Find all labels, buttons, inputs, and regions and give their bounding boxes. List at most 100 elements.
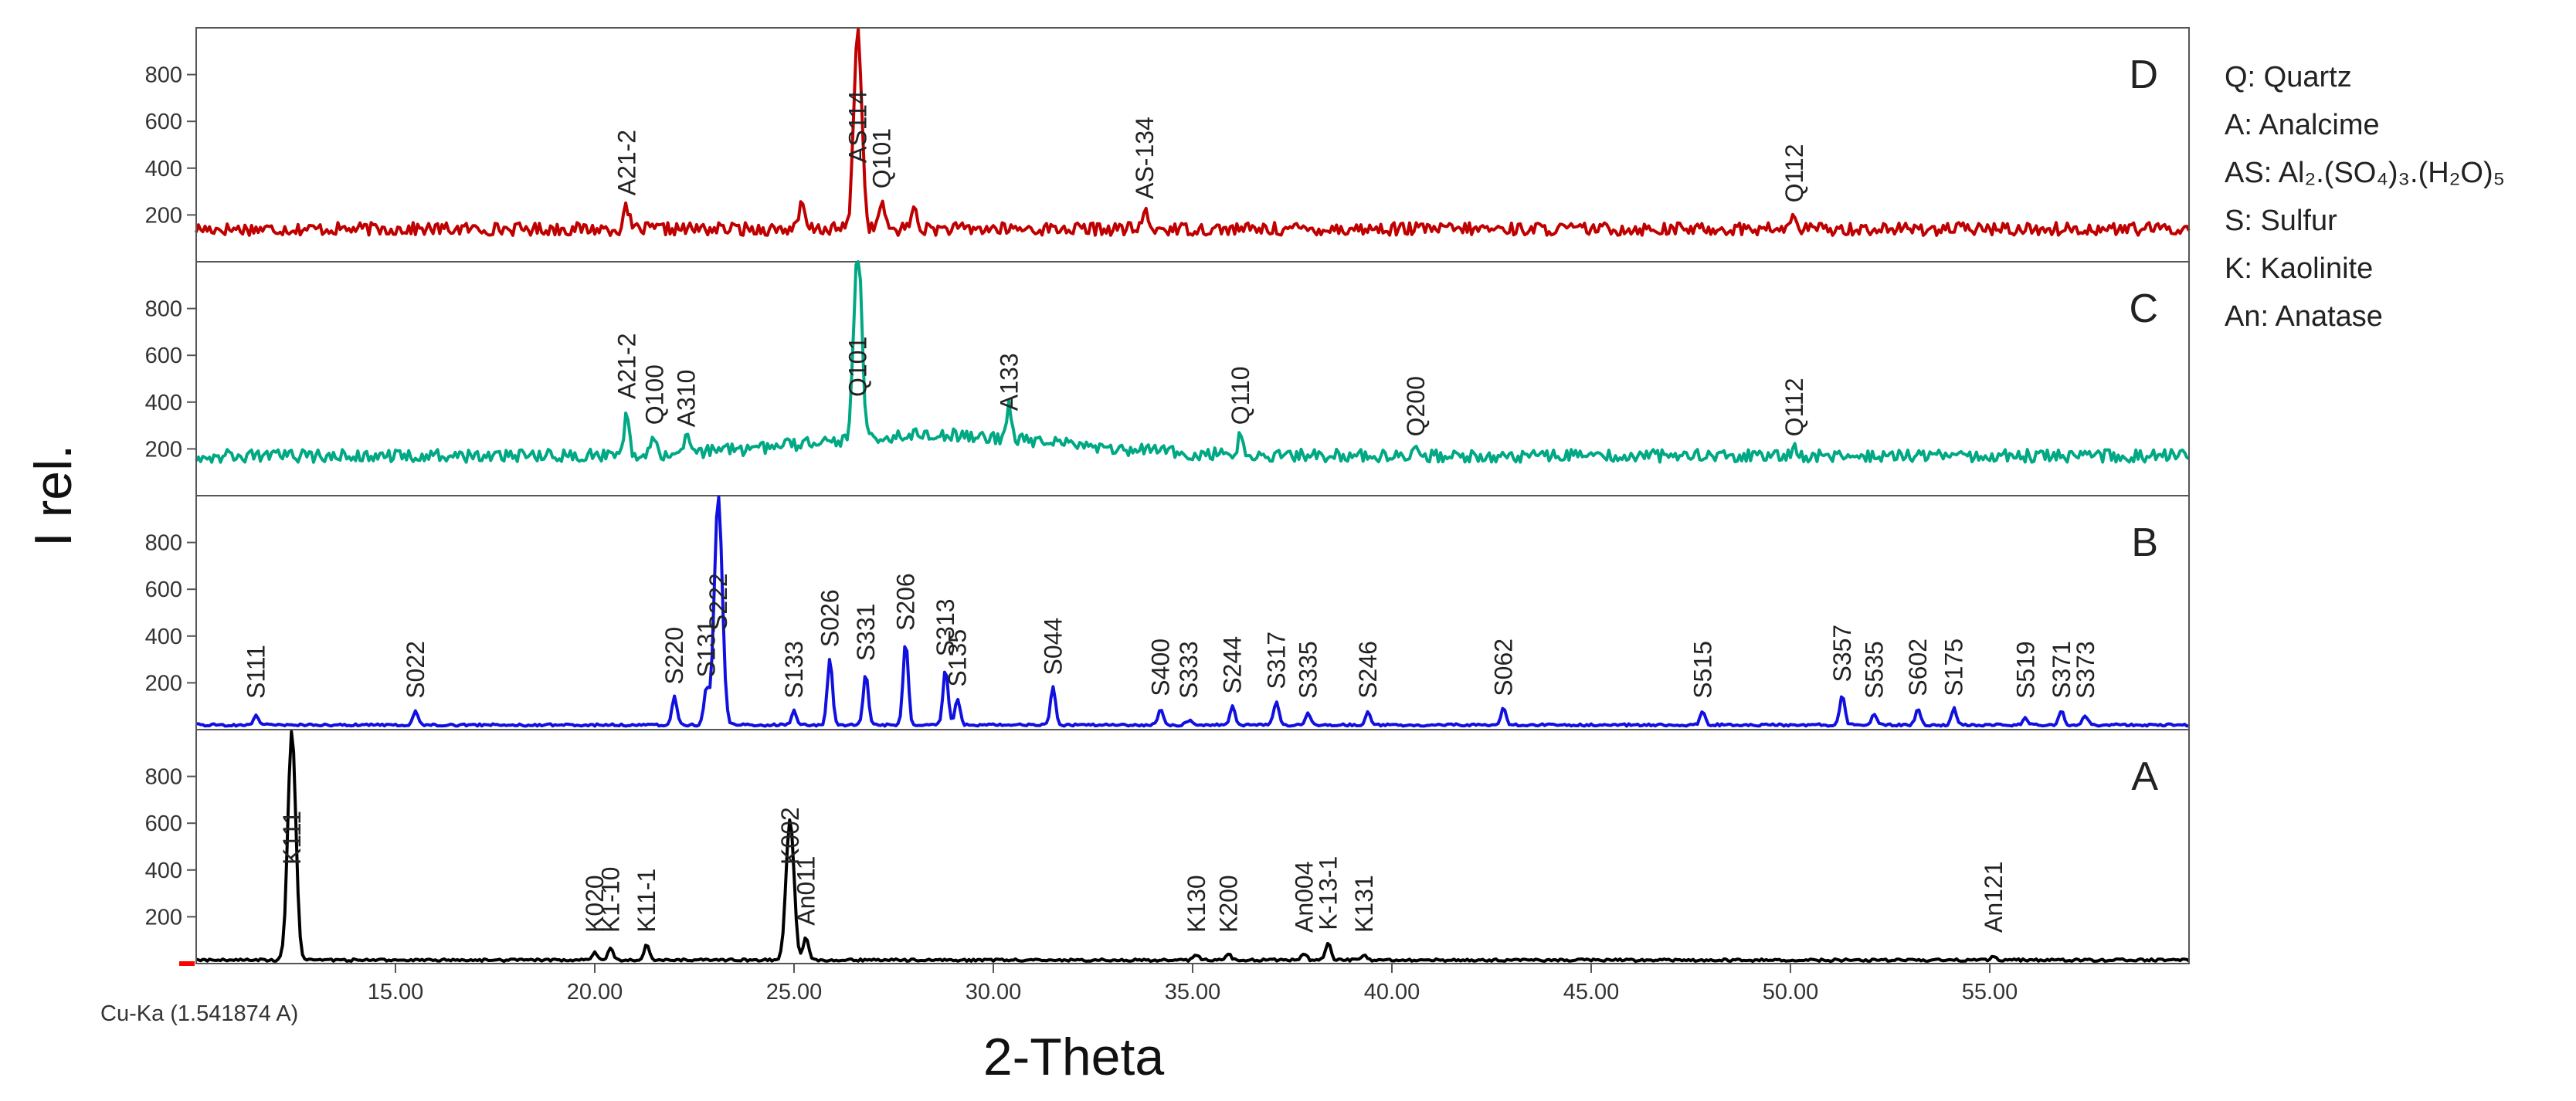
- peak-label: K130: [1183, 875, 1210, 933]
- legend-item-AS: AS: Al₂.(SO₄)₃.(H₂O)₅: [2225, 157, 2505, 189]
- y-tick-label: 400: [145, 625, 182, 649]
- x-tick-label: 55.00: [1962, 980, 2018, 1004]
- y-axis-title: I rel.: [24, 445, 83, 547]
- peak-label: Q112: [1780, 144, 1808, 202]
- peak-label: An011: [792, 856, 820, 926]
- peak-label: Q200: [1402, 376, 1430, 436]
- peak-label: S519: [2011, 641, 2039, 699]
- y-tick-label: 200: [145, 905, 182, 930]
- peak-label: S515: [1689, 641, 1717, 699]
- y-tick-label: 800: [145, 765, 182, 790]
- peak-label: K1-10: [597, 867, 625, 933]
- series-line-D: [195, 27, 2191, 237]
- y-tick-label: 600: [145, 110, 182, 134]
- x-tick-label: 40.00: [1364, 980, 1420, 1004]
- peak-label: K11-1: [633, 869, 660, 933]
- peak-label: S371: [2048, 641, 2075, 699]
- y-tick-label: 400: [145, 391, 182, 415]
- y-tick-label: 400: [145, 859, 182, 883]
- legend-item-K: K: Kaolinite: [2225, 252, 2373, 285]
- peak-label: Q101: [844, 337, 872, 397]
- x-tick-label: 50.00: [1763, 980, 1819, 1004]
- series-line-C: [195, 260, 2191, 464]
- legend-item-Q: Q: Quartz: [2225, 61, 2352, 93]
- y-tick-label: 800: [145, 63, 182, 88]
- y-tick-label: 800: [145, 297, 182, 322]
- y-tick-label: 600: [145, 811, 182, 836]
- peak-label: K-13-1: [1314, 856, 1342, 930]
- panel-letter-D: D: [2129, 53, 2158, 97]
- peak-label: S111: [242, 645, 270, 699]
- x-axis-title: 2-Theta: [983, 1028, 1165, 1086]
- series-line-A: [195, 730, 2191, 963]
- peak-label: Q101: [868, 128, 896, 188]
- peak-label: K200: [1214, 875, 1242, 933]
- peak-label: S400: [1147, 639, 1175, 696]
- x-tick-label: 20.00: [567, 980, 623, 1004]
- y-axis-A: 200 400 600 800: [145, 765, 196, 930]
- peak-label: S317: [1262, 632, 1290, 689]
- panel-D: 200 400 600 800 D: [145, 27, 2191, 237]
- panel-letter-B: B: [2131, 520, 2158, 565]
- y-tick-label: 200: [145, 203, 182, 228]
- peak-label: S022: [402, 641, 429, 699]
- peak-label: S062: [1490, 639, 1518, 696]
- legend-item-S: S: Sulfur: [2225, 205, 2337, 237]
- series-line-B: [195, 495, 2190, 728]
- peak-label: S175: [1940, 639, 1968, 696]
- peak-label: A21-2: [613, 130, 640, 195]
- peak-label: S131: [693, 620, 721, 678]
- peak-label: S313: [932, 598, 959, 656]
- legend: Q: Quartz A: Analcime AS: Al₂.(SO₄)₃.(H₂O)…: [2225, 61, 2505, 333]
- peak-label: S535: [1860, 641, 1888, 699]
- peak-label: S026: [816, 589, 843, 647]
- panel-letter-A: A: [2131, 754, 2158, 799]
- x-tick-label: 15.00: [368, 980, 424, 1004]
- x-tick-label: 45.00: [1563, 980, 1620, 1004]
- peak-label: S220: [660, 627, 688, 685]
- peak-label: S133: [780, 641, 808, 699]
- peak-label: Q112: [1780, 378, 1808, 436]
- y-tick-label: 200: [145, 671, 182, 696]
- x-axis: 15.00 20.00 25.00 30.00 35.00 40.00 45.00 50.00…: [179, 961, 2018, 1004]
- peak-label: A133: [996, 353, 1023, 411]
- y-tick-label: 800: [145, 531, 182, 556]
- peak-label: An004: [1291, 861, 1319, 933]
- peak-label: S244: [1219, 636, 1247, 694]
- peak-label: K131: [1350, 875, 1378, 933]
- peak-label: S602: [1904, 639, 1932, 696]
- peak-label: S373: [2072, 641, 2099, 699]
- panel-A: 200 400 600 800 A: [145, 729, 2191, 963]
- peak-label: S333: [1175, 641, 1203, 699]
- peak-label: AS114: [844, 90, 872, 163]
- peak-label: Q100: [640, 364, 668, 425]
- legend-item-A: A: Analcime: [2225, 109, 2380, 141]
- y-axis-C: 200 400 600 800: [145, 297, 196, 462]
- peak-label: K111: [278, 811, 306, 865]
- panel-B: 200 400 600 800 B: [145, 495, 2190, 728]
- peak-label: An121: [1980, 861, 2008, 933]
- y-tick-label: 600: [145, 344, 182, 368]
- peak-label: K020: [581, 875, 609, 933]
- y-tick-label: 400: [145, 157, 182, 181]
- peak-label: S246: [1354, 641, 1382, 699]
- radiation-label: Cu-Ka (1.541874 A): [100, 1001, 298, 1026]
- y-axis-D: 200 400 600 800: [145, 63, 196, 228]
- y-tick-label: 600: [145, 578, 182, 602]
- peak-label: A21-2: [613, 334, 640, 399]
- peak-label: S335: [1295, 641, 1322, 699]
- peak-label: S044: [1039, 618, 1067, 676]
- peak-label: Q110: [1227, 366, 1254, 425]
- peak-label: K002: [776, 807, 804, 865]
- peak-label: S222: [704, 573, 732, 631]
- peak-label: S135: [944, 629, 972, 687]
- peak-label: S357: [1828, 625, 1856, 683]
- peak-label: A310: [673, 370, 701, 428]
- x-tick-label: 25.00: [766, 980, 823, 1004]
- peak-label: S331: [852, 604, 880, 662]
- x-tick-label: 35.00: [1165, 980, 1221, 1004]
- y-tick-label: 200: [145, 437, 182, 462]
